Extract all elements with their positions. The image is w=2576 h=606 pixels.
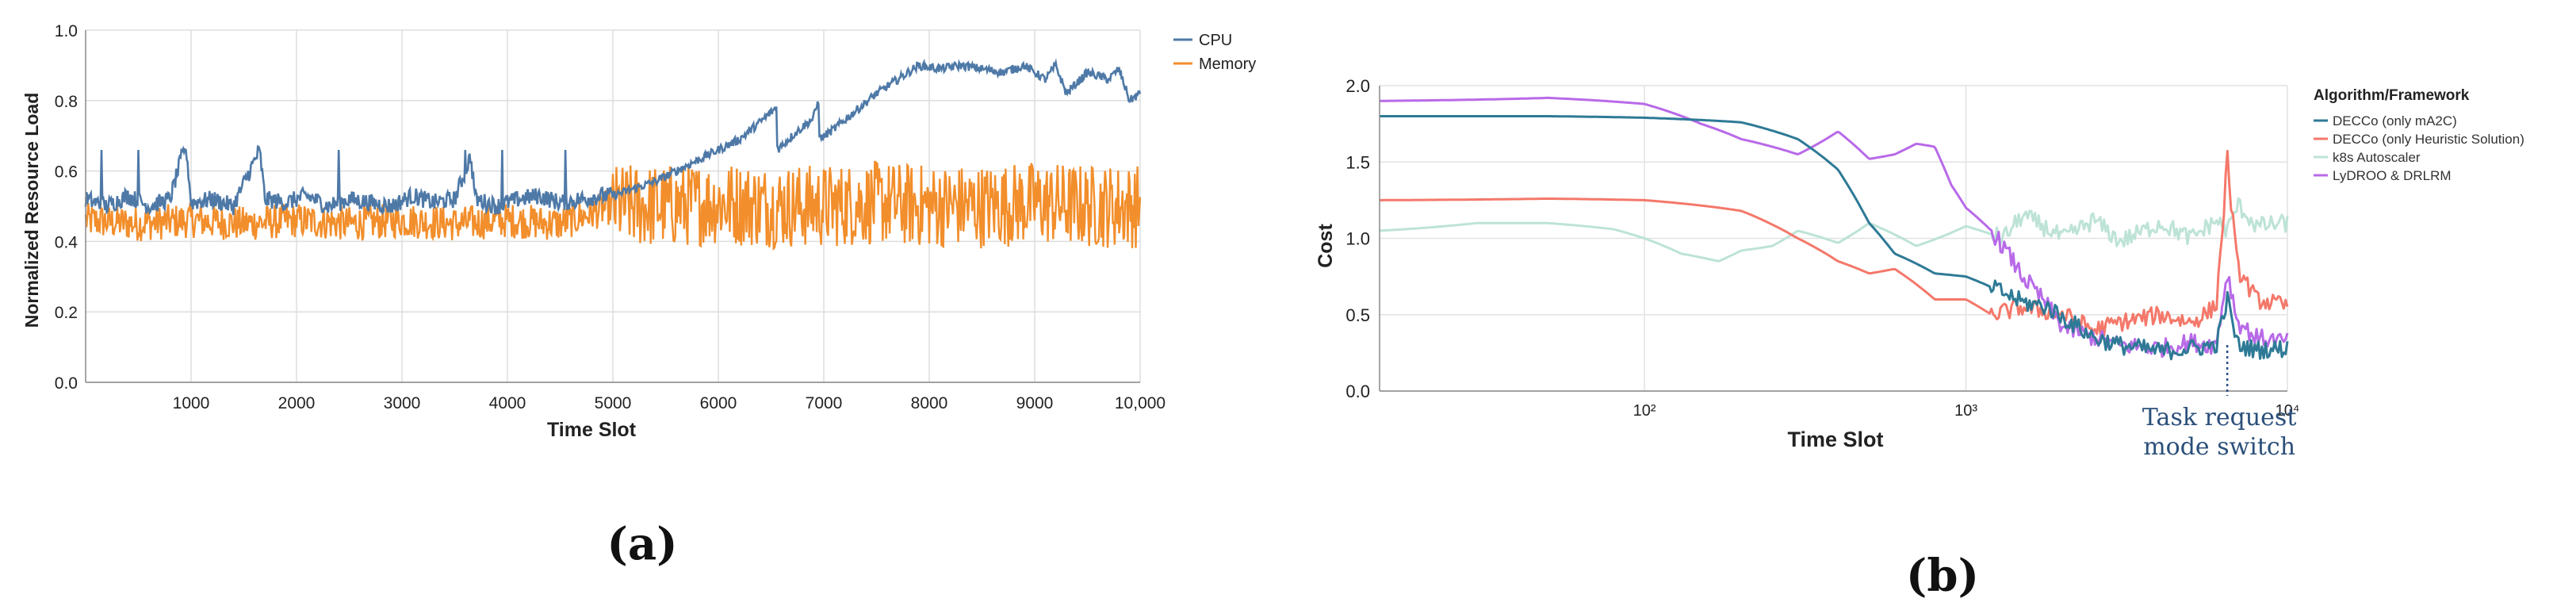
- panel-b-y-tick-label: 1.0: [1345, 229, 1370, 249]
- chart-panel-a: 0.0 0.2 0.4 0.6 0.8 1.0 1000 2000 3000 4000 5000 60…: [21, 22, 1256, 570]
- panel-b-caption: (b): [1906, 550, 1979, 602]
- panel-a-x-tick-label: 5000: [595, 394, 632, 412]
- panel-a-series: [84, 58, 1142, 251]
- panel-a-x-tick-label: 7000: [806, 394, 843, 412]
- panel-a-x-tick-label: 3000: [384, 394, 421, 412]
- panel-b-line-k8s: [1379, 197, 2289, 263]
- panel-b-y-axis-label: Cost: [1315, 224, 1337, 268]
- panel-a-line-memory: [84, 160, 1142, 251]
- panel-b-y-tick-label: 1.5: [1345, 152, 1370, 172]
- panel-a-y-tick-label: 0.4: [55, 233, 78, 251]
- panel-b-legend: Algorithm/Framework DECCo (only mA2C) DECC…: [2314, 87, 2524, 183]
- panel-a-y-tick-label: 1.0: [55, 22, 78, 40]
- panel-a-y-tick-label: 0.6: [55, 163, 78, 182]
- panel-a-legend-label: CPU: [1199, 32, 1232, 49]
- panel-b-grid: [1380, 85, 2288, 392]
- panel-b-x-tick-label: 10³: [1954, 402, 1977, 420]
- panel-b-legend-label: k8s Autoscaler: [2333, 150, 2421, 165]
- panel-b-y-tick-label: 2.0: [1345, 76, 1370, 96]
- panel-b-line-heuristic: [1380, 149, 2289, 337]
- panel-b-series: [1379, 96, 2289, 361]
- panel-b-legend-label: DECCo (only mA2C): [2333, 113, 2457, 128]
- panel-b-legend-label: DECCo (only Heuristic Solution): [2333, 132, 2524, 147]
- panel-b-legend-title: Algorithm/Framework: [2314, 87, 2470, 104]
- panel-b-annotation-line2: mode switch: [2143, 433, 2295, 461]
- panel-a-y-tick-label: 0.2: [55, 304, 78, 322]
- panel-b-axes: 0.0 0.5 1.0 1.5 2.0 10² 10³ 10⁴: [1345, 76, 2299, 420]
- panel-a-x-tick-label: 8000: [911, 394, 948, 412]
- panel-a-y-tick-label: 0.8: [55, 93, 78, 111]
- panel-a-y-axis-label: Normalized Resource Load: [21, 93, 42, 328]
- panel-b-x-axis-label: Time Slot: [1787, 428, 1883, 451]
- panel-b-legend-label: LyDROO & DRLRM: [2333, 168, 2452, 183]
- panel-b-line-mA2C: [1380, 115, 2289, 361]
- panel-a-x-tick-label: 4000: [489, 394, 526, 412]
- panel-b-x-tick-label: 10⁴: [2276, 402, 2300, 420]
- panel-a-legend: CPU Memory: [1173, 32, 1256, 73]
- panel-b-y-tick-label: 0.5: [1345, 305, 1370, 325]
- panel-a-y-tick-label: 0.0: [55, 374, 78, 393]
- panel-b-y-tick-label: 0.0: [1345, 382, 1370, 401]
- panel-a-x-tick-label: 9000: [1016, 394, 1054, 412]
- panel-a-x-tick-label: 10,000: [1115, 394, 1166, 412]
- panel-a-x-tick-label: 2000: [278, 394, 316, 412]
- panel-a-caption: (a): [607, 518, 677, 570]
- panel-a-x-tick-label: 1000: [173, 394, 210, 412]
- panel-a-legend-label: Memory: [1199, 56, 1256, 73]
- panel-a-axes: 0.0 0.2 0.4 0.6 0.8 1.0 1000 2000 3000 4000 5000 60…: [55, 22, 1166, 412]
- panel-a-x-tick-label: 6000: [700, 394, 737, 412]
- panel-a-x-axis-label: Time Slot: [547, 419, 637, 441]
- panel-b-annotation-line1: Task request: [2142, 404, 2297, 431]
- panel-a-line-cpu: [84, 58, 1142, 216]
- panel-b-x-tick-label: 10²: [1633, 402, 1656, 420]
